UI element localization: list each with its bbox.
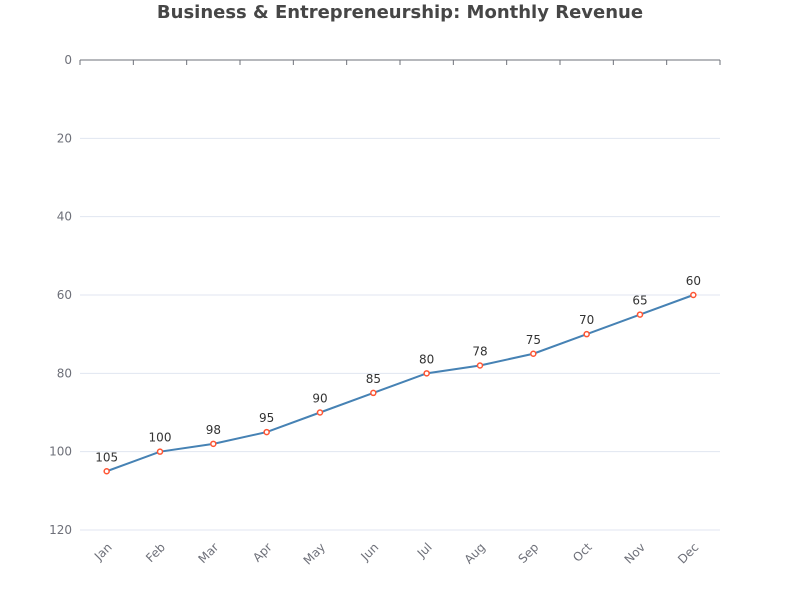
y-tick-label: 120 xyxy=(49,523,72,537)
data-point xyxy=(476,362,484,369)
x-axis-labels: Jan Feb Mar Apr May Jun Jul Aug Sep Oct Nov Dec xyxy=(91,540,701,568)
x-tick-label: Mar xyxy=(195,540,221,566)
data-label: 60 xyxy=(686,274,701,288)
data-point xyxy=(530,350,537,357)
data-labels: 105 100 98 95 90 85 80 78 75 70 65 60 xyxy=(95,274,701,464)
data-point xyxy=(370,389,377,397)
data-point xyxy=(636,311,644,318)
y-tick-label: 100 xyxy=(49,445,72,459)
data-label: 75 xyxy=(526,333,541,347)
data-label: 80 xyxy=(419,352,434,366)
series xyxy=(103,291,697,475)
x-tick-label: May xyxy=(301,540,328,567)
data-point xyxy=(690,291,697,299)
x-tick-label: Jun xyxy=(358,540,382,564)
x-tick-label: Nov xyxy=(622,540,648,566)
x-tick-label: Feb xyxy=(143,540,168,565)
grid-lines xyxy=(80,137,720,531)
data-label: 105 xyxy=(95,450,118,464)
y-tick-label: 80 xyxy=(57,366,72,380)
x-tick-label: Oct xyxy=(570,540,595,565)
y-tick-label: 0 xyxy=(64,53,72,67)
x-tick-label: Jul xyxy=(414,540,435,561)
chart-title: Business & Entrepreneurship: Monthly Rev… xyxy=(156,2,644,23)
y-axis: 0 20 40 60 80 100 120 xyxy=(49,53,72,537)
data-label: 98 xyxy=(206,423,221,437)
y-tick-label: 40 xyxy=(57,210,72,224)
x-tick-label: Aug xyxy=(462,540,488,566)
x-tick-label: Jan xyxy=(91,540,115,564)
data-label: 70 xyxy=(579,313,594,327)
data-label: 85 xyxy=(366,372,381,386)
data-point xyxy=(103,468,110,475)
data-point xyxy=(316,409,324,416)
data-label: 90 xyxy=(312,392,327,406)
data-label: 65 xyxy=(632,294,647,308)
data-point xyxy=(210,440,217,448)
x-tick-label: Apr xyxy=(250,540,275,565)
data-point xyxy=(583,330,590,338)
x-tick-label: Dec xyxy=(675,540,701,566)
x-tick-label: Sep xyxy=(515,540,541,566)
x-axis xyxy=(79,59,721,65)
series-line xyxy=(106,294,694,473)
data-label: 100 xyxy=(149,431,172,445)
data-point xyxy=(423,370,430,377)
data-point xyxy=(156,448,164,455)
data-point xyxy=(263,428,270,436)
data-label: 95 xyxy=(259,411,274,425)
y-tick-label: 20 xyxy=(57,131,72,145)
data-label: 78 xyxy=(472,345,487,359)
y-tick-label: 60 xyxy=(57,288,72,302)
